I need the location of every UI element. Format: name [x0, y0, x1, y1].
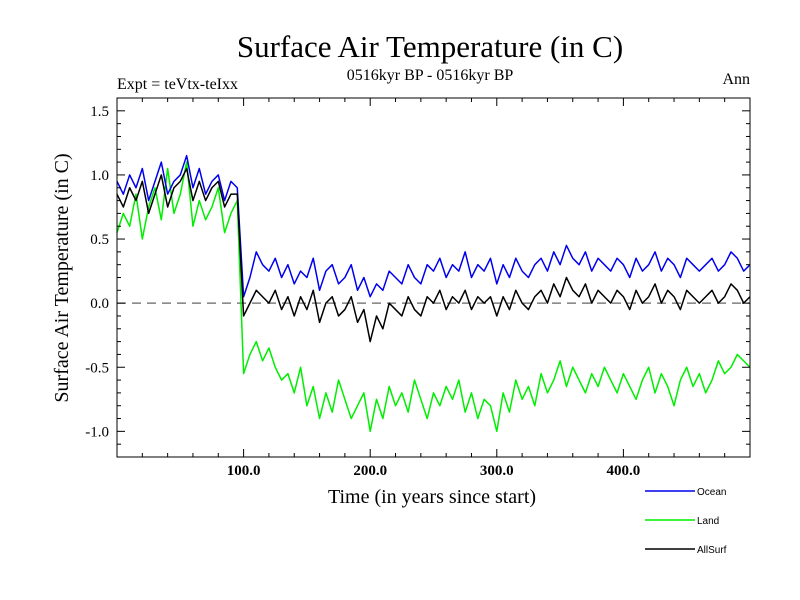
y-tick-label: 1.0 [90, 168, 109, 184]
chart-title: Surface Air Temperature (in C) [237, 29, 623, 64]
legend: Ocean Land AllSurf [645, 487, 727, 556]
series-line-land [116, 161, 751, 433]
y-tick-label: 0.5 [90, 232, 109, 248]
x-axis-label: Time (in years since start) [328, 486, 536, 508]
legend-label-allsurf: AllSurf [697, 545, 727, 556]
legend-label-ocean: Ocean [697, 487, 726, 498]
y-tick-label: 0.0 [90, 296, 109, 312]
chart-subtitle: 0516kyr BP - 0516kyr BP [347, 67, 514, 84]
plot-frame [116, 97, 751, 458]
season-label: Ann [722, 71, 750, 88]
legend-label-land: Land [697, 516, 719, 527]
x-tick-label: 100.0 [227, 463, 261, 479]
y-axis-label: Surface Air Temperature (in C) [51, 153, 73, 402]
series-line-allsurf [116, 167, 751, 343]
series-line-ocean [116, 154, 751, 298]
x-tick-label: 200.0 [353, 463, 387, 479]
y-tick-label: 1.5 [90, 104, 109, 120]
x-tick-label: 300.0 [480, 463, 514, 479]
x-tick-label: 400.0 [607, 463, 641, 479]
expt-label: Expt = teVtx-teIxx [117, 76, 238, 93]
y-tick-label: -1.0 [85, 424, 109, 440]
y-tick-label: -0.5 [85, 360, 109, 376]
plot-area: 1.5 1.0 0.5 0.0 -0.5 -1.0 100.0 200.0 300.0 400.0 [85, 97, 751, 479]
